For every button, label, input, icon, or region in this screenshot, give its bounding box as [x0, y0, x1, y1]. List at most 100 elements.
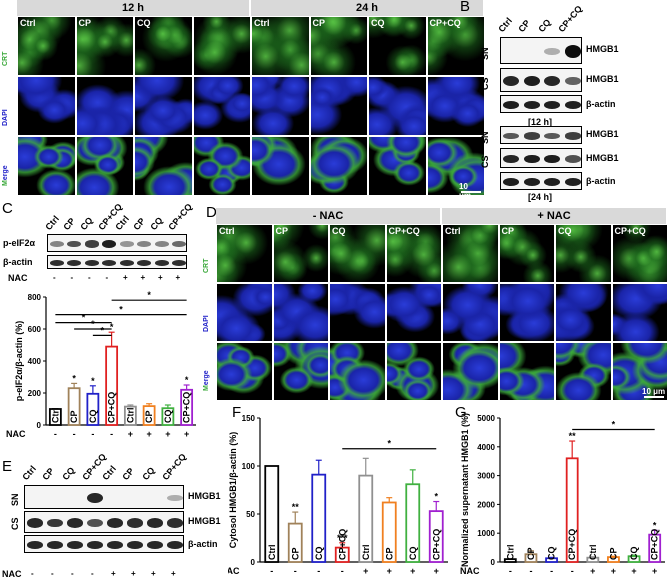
- panel-b-letter: B: [460, 0, 471, 15]
- panel-a-cell-1-6: [368, 76, 427, 136]
- panel-e-blot-cs-band-4: [107, 518, 123, 528]
- panel-b-time-12: [12 h]: [528, 117, 553, 127]
- chart-g-nac-sign-6: +: [631, 566, 636, 576]
- panel-e-nac-sign-0: -: [31, 569, 34, 578]
- panel-d-cell-2-0: [216, 342, 273, 401]
- panel-d-cell-1-4: [442, 283, 499, 342]
- chart-f-nac-sign-5: +: [387, 566, 392, 576]
- panel-e-lane-7: CP+CQ: [160, 451, 189, 482]
- panel-e: Ctrl CP CQ CP+CQ Ctrl CP CQ CP+CQ HMGB1 HMGB1 β-ac…: [0, 450, 221, 584]
- panel-b-blot-24-sn-band-2: [544, 132, 561, 140]
- panel-d-col-label-7: CP+CQ: [614, 226, 646, 236]
- panel-a-merge-m: M: [2, 180, 9, 186]
- chart-f-annot-7: *: [434, 492, 438, 502]
- panel-d: - NAC + NAC CRT DAPI Merge Ctrl CP CQ CP+CQ Ctrl C…: [200, 208, 669, 401]
- panel-a-row-label-dapi: DAPI: [2, 109, 9, 126]
- panel-a-cell-2-3: [192, 136, 251, 196]
- panel-a: 12 h 24 h CRT DAPI Merge Ctrl CP CQ Ctrl CP CQ CP+C…: [0, 0, 485, 205]
- panel-e-lane-5: CP: [120, 465, 137, 482]
- panel-a-col-label-4: Ctrl: [254, 18, 270, 28]
- panel-b-blot-24-cs-band-1: [523, 154, 540, 164]
- panel-b-row-12-2: β-actin: [586, 99, 616, 109]
- panel-c-lane-2: CQ: [78, 215, 95, 232]
- panel-c-blot-peif2a-band-4: [119, 241, 134, 247]
- panel-a-cell-1-5: [309, 76, 368, 136]
- panel-c-nac-sign-1: -: [70, 273, 74, 282]
- panel-b-blot-24-actin-band-0: [503, 178, 520, 186]
- panel-b-blot-24-sn-band-0: [503, 132, 520, 140]
- panel-e-blot-sn-band-3: [87, 492, 103, 504]
- panel-e-lane-1: CP: [40, 465, 57, 482]
- panel-d-merge-rest: erge: [203, 370, 210, 386]
- panel-d-cell-0-7: CP+CQ: [611, 224, 668, 283]
- chart-f-cat-0: Ctrl: [267, 545, 277, 561]
- chart-c-bar-4: [123, 405, 137, 426]
- chart-f-cat-4: Ctrl: [361, 545, 371, 561]
- chart-c-nac-sign-7: +: [184, 429, 189, 439]
- chart-f-annot-1: **: [292, 502, 300, 512]
- chart-c-nac-sign-2: -: [91, 429, 94, 439]
- panel-d-row-label-dapi: DAPI: [203, 315, 210, 332]
- chart-c-nac-sign-5: +: [146, 429, 151, 439]
- panel-e-nac-label: NAC: [2, 569, 22, 579]
- panel-e-nac-sign-3: -: [91, 569, 94, 578]
- panel-c-lane-5: CP: [130, 215, 147, 232]
- panel-b-blot-24-actin: [500, 172, 582, 190]
- panel-e-blot-cs: [24, 511, 184, 533]
- panel-e-blot-cs-band-1: [47, 518, 63, 528]
- panel-a-cell-0-1: CP: [75, 16, 134, 76]
- chart-c-annot-3: *: [110, 322, 114, 332]
- panel-b-blot-12-actin-band-3: [564, 101, 581, 109]
- panel-b-lane-0: Ctrl: [496, 15, 514, 34]
- panel-c-blot-peif2a-band-6: [154, 241, 169, 247]
- chart-f-ytick-label-1: 50: [246, 510, 255, 519]
- chart-c-ytick-label-3: 600: [28, 325, 42, 334]
- panel-b-blot-12-actin: [500, 95, 582, 113]
- chart-c-ytick-label-4: 800: [28, 293, 42, 302]
- panel-b-blot-12-cs-band-3: [564, 76, 581, 86]
- panel-b-blot-12-sn-band-2: [544, 47, 561, 56]
- panel-c-chart: 0 200 400 600 800 p-eIF2α/β-actin (%) Ctrl - CP *…: [6, 290, 196, 439]
- panel-f-letter: F: [232, 404, 242, 421]
- panel-b-side-0: SN: [480, 47, 490, 60]
- panel-b-row-24-1: HMGB1: [586, 153, 619, 163]
- panel-d-cell-2-4: [442, 342, 499, 401]
- panel-c-lane-0: Ctrl: [43, 213, 61, 232]
- panel-c-nac-sign-7: +: [175, 273, 181, 282]
- chart-f-cat-5: CP: [384, 547, 394, 560]
- panel-a-col-label-6: CQ: [371, 18, 385, 28]
- panel-b-lane-1: CP: [516, 17, 533, 34]
- panel-b-blot-12-cs-band-2: [544, 75, 561, 87]
- panel-e-blot-actin-band-6: [147, 541, 163, 549]
- panel-c-blot-peif2a-band-7: [172, 240, 187, 248]
- panel-b-blot-24-sn-band-3: [564, 132, 581, 140]
- panel-b-blot-24-sn-band-1: [523, 132, 540, 140]
- panel-a-cell-1-0: [17, 76, 76, 136]
- panel-b-blot-12-actin-band-0: [503, 101, 520, 109]
- panel-d-cell-0-3: CP+CQ: [385, 224, 442, 283]
- panel-d-cell-2-1: [272, 342, 329, 401]
- panel-a-cell-1-7: [426, 76, 485, 136]
- chart-g-bar-3: [565, 457, 579, 563]
- chart-g-nac-sign-2: -: [550, 566, 553, 576]
- chart-f-nac-sign-1: -: [294, 566, 297, 576]
- chart-g-ytick-label-5: 5000: [477, 414, 495, 423]
- panel-c-blot-actin-band-3: [102, 260, 117, 266]
- panel-a-col-label-1: CP: [78, 18, 92, 28]
- chart-g-ytick-label-0: 0: [491, 558, 496, 567]
- chart-c-cat-2: CQ: [88, 410, 98, 424]
- panel-d-header-0: - NAC: [216, 208, 440, 224]
- panel-c-row-0: p-eIF2α: [3, 238, 36, 248]
- panel-d-cell-0-6: CQ: [555, 224, 612, 283]
- chart-f-bar-2: [311, 473, 327, 563]
- panel-a-merge-rest: erge: [2, 165, 9, 181]
- panel-b-side-3: CS: [480, 155, 490, 168]
- panel-c-nac-sign-4: +: [123, 273, 128, 282]
- panel-e-nac-sign-2: -: [71, 569, 74, 578]
- panel-b-blot-24-cs-band-3: [564, 155, 581, 163]
- panel-d-header-1: + NAC: [442, 208, 666, 224]
- panel-b-row-24-0: HMGB1: [586, 129, 619, 139]
- chart-c-bar-6: [161, 407, 175, 426]
- panel-e-blot-actin-band-3: [87, 541, 103, 549]
- chart-c-cat-7: CP+CQ: [182, 392, 192, 423]
